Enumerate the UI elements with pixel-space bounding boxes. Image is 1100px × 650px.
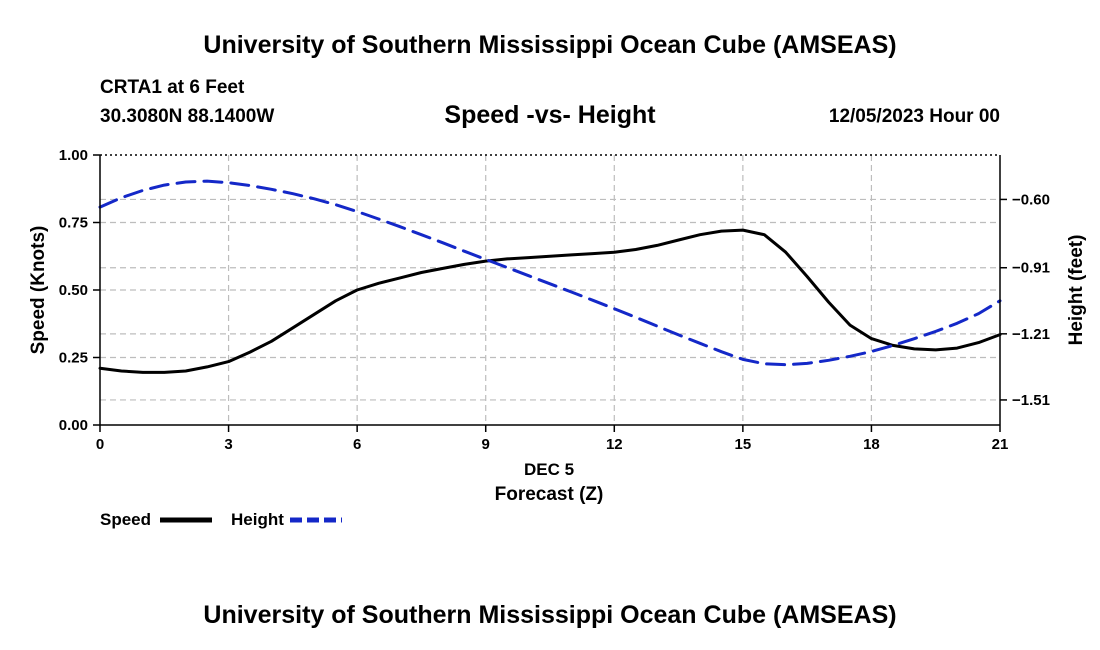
y-tick-label-2: 0.50	[59, 282, 88, 299]
coordinates-label: 30.3080N 88.1400W	[100, 106, 275, 127]
legend-label-speed: Speed	[100, 510, 151, 529]
y2-tick-label-0: −0.60	[1012, 191, 1050, 208]
footer-title: University of Southern Mississippi Ocean…	[203, 601, 897, 629]
x-tick-label-4: 12	[606, 436, 623, 453]
page-title: University of Southern Mississippi Ocean…	[203, 31, 897, 59]
y-tick-label-3: 0.75	[59, 215, 88, 232]
grid	[100, 155, 1000, 425]
x-axis-label: Forecast (Z)	[495, 484, 604, 505]
x-tick-label-5: 15	[735, 436, 752, 453]
axis-ticks: 0 3 6 9 12 15 18 21 0.00 0.25 0.50 0.75 1.00 −0.60 −0.…	[59, 147, 1050, 453]
series-line-height	[98, 179, 1002, 367]
forecast-date: 12/05/2023 Hour 00	[828, 106, 1000, 127]
x-tick-label-0: 0	[96, 436, 104, 453]
y-tick-label-0: 0.00	[59, 417, 88, 434]
x-tick-label-3: 9	[482, 436, 490, 453]
legend: Speed Height	[100, 510, 342, 529]
y2-tick-label-3: −1.51	[1012, 392, 1050, 409]
y2-tick-label-1: −0.91	[1012, 260, 1050, 277]
x-axis-date-label: DEC 5	[524, 460, 574, 479]
y2-axis-label: Height (feet)	[1066, 235, 1087, 346]
legend-label-height: Height	[231, 510, 284, 529]
x-tick-label-7: 21	[992, 436, 1009, 453]
y-tick-label-4: 1.00	[59, 147, 88, 164]
series-line-speed	[98, 228, 1002, 374]
y-axis-label: Speed (Knots)	[28, 226, 49, 355]
series-layer	[98, 179, 1002, 374]
y-tick-label-1: 0.25	[59, 350, 88, 367]
station-label: CRTA1 at 6 Feet	[100, 77, 245, 98]
x-tick-label-6: 18	[863, 436, 880, 453]
y2-tick-label-2: −1.21	[1012, 326, 1050, 343]
x-tick-label-1: 3	[224, 436, 232, 453]
chart-title: Speed -vs- Height	[444, 101, 656, 129]
x-tick-label-2: 6	[353, 436, 361, 453]
